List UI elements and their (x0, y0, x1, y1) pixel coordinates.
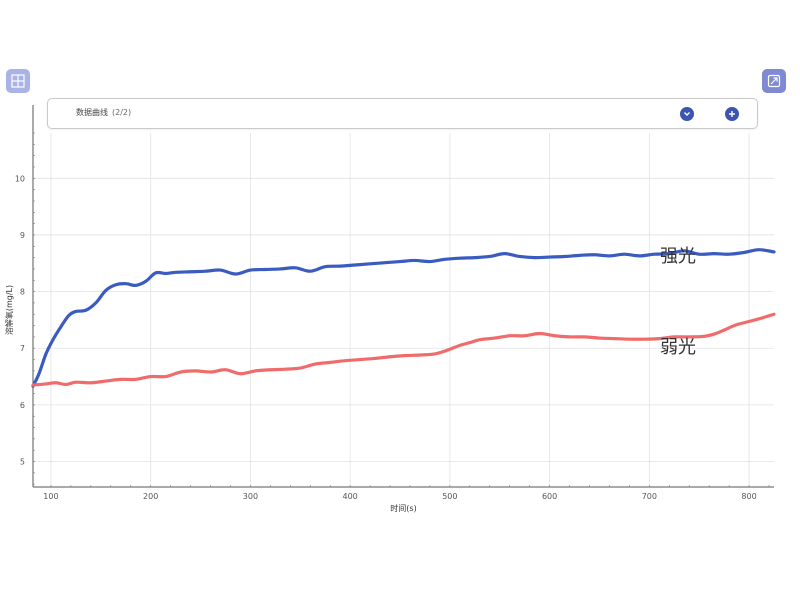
x-tick-label: 200 (143, 492, 158, 501)
series-label-weak-light: 弱光 (660, 337, 696, 358)
x-tick-label: 400 (343, 492, 358, 501)
chart-series (31, 248, 776, 388)
export-button[interactable] (762, 69, 786, 93)
series-line-strong-light (31, 248, 776, 388)
chart-grid (33, 133, 774, 487)
chart-toolbar: 数据曲线 (2/2) (47, 98, 758, 129)
x-tick-label: 600 (542, 492, 557, 501)
y-axis-title: 溶解氧(mg/L) (4, 285, 14, 335)
series-line-weak-light (31, 312, 776, 387)
x-tick-label: 500 (442, 492, 457, 501)
chart-axes (32, 105, 774, 488)
y-tick-label: 6 (20, 401, 25, 410)
export-icon (767, 74, 781, 88)
plus-icon (729, 111, 735, 117)
series-label-strong-light: 强光 (660, 246, 696, 267)
add-button[interactable] (725, 107, 739, 121)
x-tick-label: 300 (243, 492, 258, 501)
y-tick-label: 8 (20, 288, 25, 297)
toolbar-counter: (2/2) (112, 108, 132, 117)
toolbar-title: 数据曲线 (2/2) (76, 107, 131, 118)
x-axis-title: 时间(s) (390, 503, 416, 513)
y-tick-label: 9 (20, 231, 25, 240)
x-tick-label: 700 (642, 492, 657, 501)
x-tick-label: 800 (741, 492, 756, 501)
chevron-down-icon (684, 112, 690, 116)
x-tick-label: 100 (43, 492, 58, 501)
collapse-button[interactable] (680, 107, 694, 121)
y-tick-label: 5 (20, 458, 25, 467)
toolbar-title-text: 数据曲线 (76, 108, 108, 117)
grid-view-button[interactable] (6, 69, 30, 93)
grid-icon (11, 74, 25, 88)
chart-labels: 100 200 300 400 500 600 700 800 5 6 7 8 9 10 时间(s) 溶解氧(… (4, 174, 757, 513)
y-tick-label: 7 (20, 344, 25, 353)
y-tick-label: 10 (15, 174, 25, 183)
